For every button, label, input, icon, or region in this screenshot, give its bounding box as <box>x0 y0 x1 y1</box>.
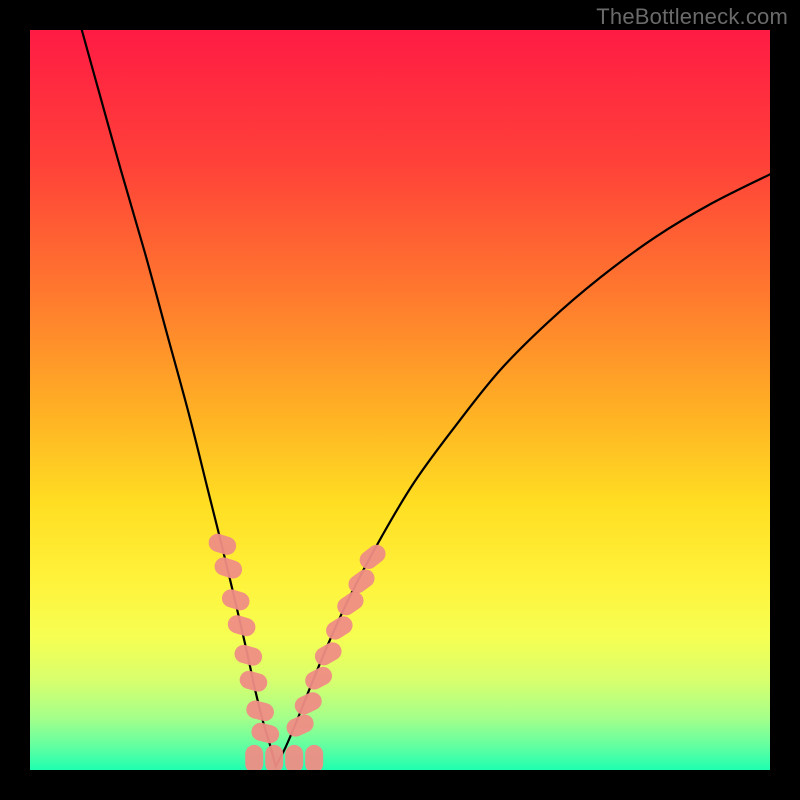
marker-group <box>206 531 389 770</box>
data-marker <box>238 669 270 694</box>
data-marker <box>212 555 244 581</box>
data-marker <box>312 639 345 669</box>
data-marker <box>232 643 264 668</box>
data-marker <box>345 566 378 597</box>
data-marker <box>250 721 282 745</box>
data-marker <box>284 712 317 740</box>
data-marker <box>302 664 335 693</box>
data-marker <box>305 745 323 770</box>
data-marker <box>292 689 325 717</box>
data-marker <box>220 587 252 612</box>
data-marker <box>323 613 356 643</box>
data-marker <box>285 745 303 770</box>
data-marker <box>245 745 263 770</box>
curve-layer <box>30 30 770 770</box>
data-marker <box>265 745 283 770</box>
data-marker <box>206 531 238 557</box>
data-marker <box>244 698 276 723</box>
plot-area <box>30 30 770 770</box>
data-marker <box>334 588 367 619</box>
data-marker <box>226 613 258 638</box>
data-marker <box>356 541 389 572</box>
v-curve-line <box>82 30 770 766</box>
watermark-text: TheBottleneck.com <box>596 4 788 30</box>
